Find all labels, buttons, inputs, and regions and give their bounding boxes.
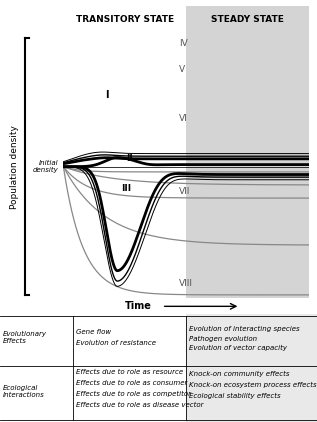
Text: II: II [126, 154, 133, 163]
Text: Effects due to role as competitor: Effects due to role as competitor [76, 391, 191, 397]
Text: Population density: Population density [10, 125, 19, 208]
Text: Evolution of resistance: Evolution of resistance [76, 340, 156, 346]
Text: Effects due to role as disease vector: Effects due to role as disease vector [76, 402, 204, 408]
Bar [186, 6, 309, 36]
Text: Effects due to role as resource: Effects due to role as resource [76, 369, 183, 375]
Text: V: V [179, 65, 185, 74]
Text: Time: Time [125, 301, 152, 311]
Text: Initial
density: Initial density [33, 160, 59, 173]
Text: STEADY STATE: STEADY STATE [211, 15, 284, 24]
Text: IV: IV [179, 39, 188, 48]
Bar [186, 314, 317, 422]
Text: I: I [105, 90, 108, 100]
Text: Ecological stability effects: Ecological stability effects [190, 393, 281, 399]
Text: Pathogen evolution: Pathogen evolution [190, 335, 257, 341]
Text: TRANSITORY STATE: TRANSITORY STATE [76, 15, 174, 24]
Bar [186, 36, 309, 298]
Text: VI: VI [179, 114, 188, 123]
Text: Evolution of interacting species: Evolution of interacting species [190, 326, 300, 332]
Text: Knock-on community effects: Knock-on community effects [190, 371, 290, 377]
Text: VIII: VIII [179, 279, 193, 288]
Text: Evolution of vector capacity: Evolution of vector capacity [190, 345, 288, 351]
Text: VII: VII [179, 187, 190, 196]
Text: Effects due to role as consumer: Effects due to role as consumer [76, 380, 187, 386]
Text: Ecological
Interactions: Ecological Interactions [3, 385, 45, 398]
Text: Evolutionary
Effects: Evolutionary Effects [3, 330, 47, 344]
Text: Knock-on ecosystem process effects: Knock-on ecosystem process effects [190, 382, 317, 388]
Text: Gene flow: Gene flow [76, 329, 111, 335]
Text: III: III [121, 184, 131, 193]
